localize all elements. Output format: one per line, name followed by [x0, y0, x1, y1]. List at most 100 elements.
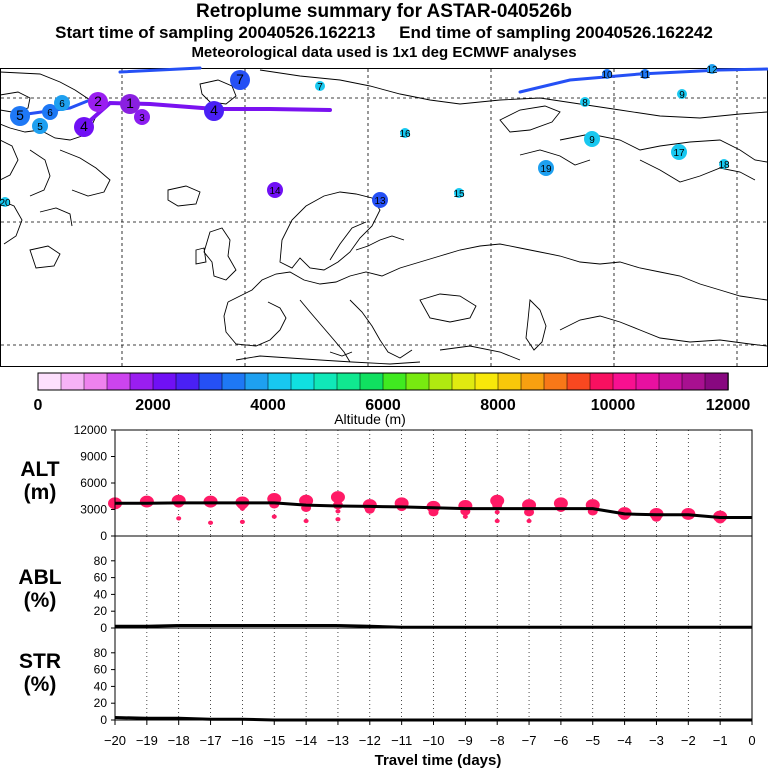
plume-point: 3	[134, 109, 150, 125]
alt-y-tick-label: 12000	[74, 423, 108, 437]
colorbar-swatch	[566, 372, 591, 391]
coastline-baltic	[355, 235, 405, 251]
plume-point-dot	[538, 160, 554, 176]
alt-cluster-point	[428, 507, 439, 517]
plume-point: 15	[453, 188, 465, 200]
colorbar-swatch	[83, 372, 108, 391]
map-graticule	[1, 69, 767, 366]
alt-cluster-point	[303, 518, 309, 524]
coastline-iceland	[167, 185, 201, 207]
x-tick-label: −10	[422, 733, 444, 748]
colorbar-frame	[37, 372, 729, 391]
plume-point-label: 6	[59, 99, 65, 110]
colorbar-swatch	[382, 372, 407, 391]
plume-point-label: 9	[679, 90, 685, 101]
colorbar-swatch	[589, 372, 614, 391]
plume-point-label: 10	[601, 70, 613, 81]
coastline-arctic-west	[0, 91, 31, 113]
plume-point-dot	[10, 106, 30, 126]
plume-point: 14	[267, 182, 283, 198]
colorbar-swatch	[129, 372, 154, 391]
plume-point: 5	[10, 106, 30, 126]
plume-point-dot	[134, 109, 150, 125]
plume-point-dot	[640, 69, 650, 79]
coastline-novaya-zemlya	[499, 105, 561, 133]
colorbar-tick-label: 8000	[480, 397, 516, 414]
coastline-italy	[299, 299, 353, 363]
alt-cluster-point	[271, 514, 277, 519]
plume-point: 10	[601, 69, 613, 81]
abl-y-tick-label: 80	[94, 554, 108, 568]
abl-grid	[146, 536, 721, 628]
colorbar-swatch	[681, 372, 706, 391]
colorbar-tick-label: 12000	[706, 397, 751, 414]
plume-point-dot	[0, 197, 10, 207]
figure-title: Retroplume summary for ASTAR-040526b	[196, 1, 572, 22]
abl-y-tick-label: 0	[100, 621, 107, 635]
colorbar-swatch	[290, 372, 315, 391]
plume-point-dot	[580, 97, 590, 107]
plume-point-label: 5	[37, 122, 43, 133]
str-grid	[146, 628, 721, 720]
plume-point-label: 19	[540, 164, 552, 175]
coastline-black-sea	[419, 293, 477, 323]
colorbar-tick-label: 10000	[591, 397, 636, 414]
alt-y-ticks: 0 3000 6000 9000 12000	[74, 423, 115, 543]
plume-point-dot	[677, 89, 687, 99]
plume-point-label: 20	[0, 198, 11, 209]
plume-point-label: 5	[16, 107, 24, 123]
colorbar-swatch	[221, 372, 246, 391]
colorbar-swatch	[198, 372, 223, 391]
alt-y-tick-label: 6000	[80, 476, 107, 490]
altitude-colorbar: 0 2000 4000 6000 8000 10000 12000 Altitude (m)	[34, 372, 751, 427]
alt-y-tick-label: 9000	[80, 450, 107, 464]
plume-point: 17	[671, 144, 687, 160]
colorbar-tick-label: 0	[34, 397, 43, 414]
colorbar-swatch	[175, 372, 200, 391]
coastline-scandinavia	[279, 191, 381, 271]
plume-track-north	[118, 66, 202, 74]
coastline-balkans	[349, 299, 413, 359]
colorbar-swatch	[543, 372, 568, 391]
colorbar-swatch	[520, 372, 545, 391]
plume-point-label: 14	[269, 186, 281, 197]
alt-panel: ALT (m) 0 3000 6000 9000 12000	[20, 423, 753, 543]
str-y-tick-label: 60	[94, 663, 108, 677]
abl-panel-title: ABL	[18, 566, 61, 589]
plume-point-dot	[42, 104, 58, 120]
x-tick-label: −7	[522, 733, 537, 748]
alt-cluster-point	[239, 519, 245, 524]
plume-point-dot	[719, 159, 729, 169]
coastline-arctic-north	[259, 69, 768, 119]
colorbar-swatch	[451, 372, 476, 391]
colorbar-swatch	[704, 372, 729, 391]
colorbar-swatch	[106, 372, 131, 391]
plume-point-dot	[400, 128, 410, 138]
str-y-ticks: 0 20 40 60 80	[94, 646, 115, 727]
alt-cluster-point	[139, 495, 154, 508]
plume-point-label: 2	[94, 93, 102, 109]
str-panel: STR (%) 0 20 40 60 80	[19, 627, 753, 727]
alt-panel-title: ALT	[20, 458, 59, 481]
plume-point-label: 9	[589, 135, 595, 146]
plume-point-label: 17	[673, 148, 685, 159]
alt-grid	[146, 430, 721, 536]
plume-point: 4	[204, 101, 224, 121]
abl-y-tick-label: 60	[94, 571, 108, 585]
plume-point: 2	[88, 92, 108, 112]
x-tick-label: −18	[168, 733, 190, 748]
colorbar-swatch	[474, 372, 499, 391]
coastline-svalbard	[199, 79, 237, 105]
colorbar-swatch	[37, 372, 62, 391]
plume-point: 9	[677, 89, 687, 101]
plume-point-dot	[54, 95, 70, 111]
plume-point: 11	[640, 69, 651, 81]
str-y-tick-label: 40	[94, 679, 108, 693]
colorbar-swatch	[336, 372, 361, 391]
plume-point: 1	[120, 94, 140, 114]
plume-point-dot	[204, 101, 224, 121]
plume-point: 20	[0, 197, 11, 209]
str-panel-unit: (%)	[24, 673, 57, 696]
sampling-times: Start time of sampling 20040526.162213 E…	[55, 23, 713, 42]
